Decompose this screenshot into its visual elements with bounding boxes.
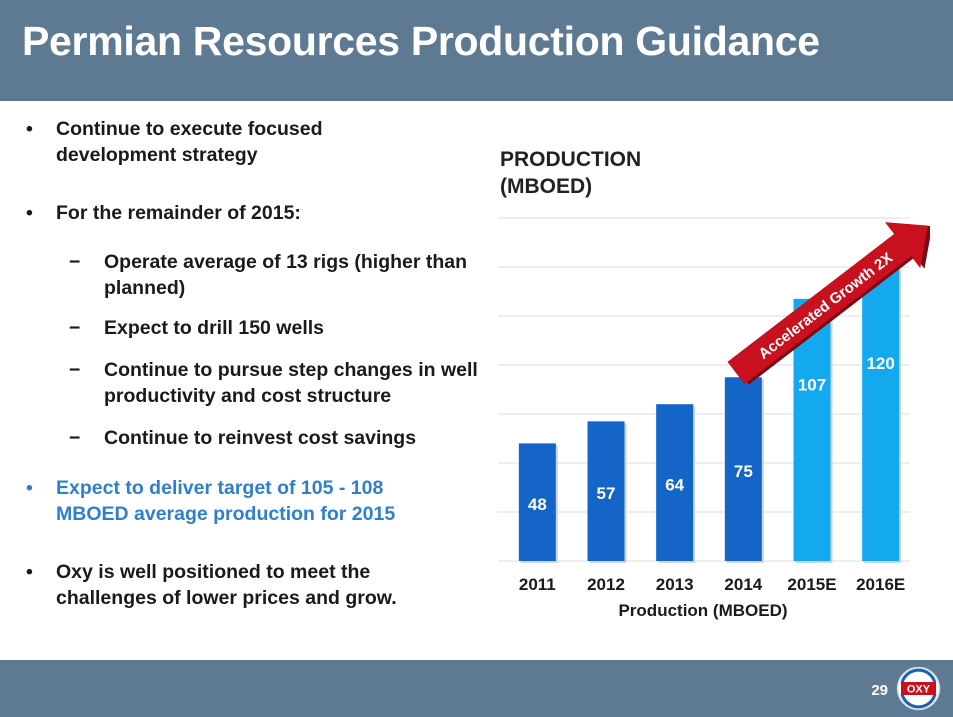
bullet-text: For the remainder of 2015:: [56, 202, 301, 224]
bar-value-label: 107: [798, 376, 826, 395]
bullet-marker: •: [26, 118, 33, 140]
sub-bullet-item: − Continue to pursue step changes in wel…: [22, 357, 479, 409]
bullet-marker: •: [26, 477, 33, 499]
bar-value-label: 57: [597, 484, 616, 503]
x-axis-label: Production (MBOED): [618, 601, 787, 620]
dash-marker: −: [69, 427, 81, 449]
page-number: 29: [871, 682, 888, 699]
x-tick-label: 2016E: [856, 575, 905, 594]
chart-title-line2: (MBOED): [500, 175, 593, 198]
bar-value-label: 120: [866, 354, 894, 373]
bar: [518, 443, 556, 561]
bullet-text: Continue to reinvest cost savings: [104, 427, 417, 449]
x-tick-label: 2014: [724, 575, 762, 594]
bullet-list: • Continue to execute focused developmen…: [22, 116, 482, 611]
bullet-text: Expect to deliver target of 105 - 108 MB…: [56, 477, 396, 525]
bullet-item: • Oxy is well positioned to meet the cha…: [22, 559, 466, 611]
bar: [587, 421, 625, 561]
bar-value-label: 64: [665, 476, 684, 495]
growth-arrow-body: [727, 222, 928, 385]
footer-bar: 29 OXY: [0, 660, 953, 717]
bullet-marker: •: [26, 202, 33, 224]
dash-marker: −: [69, 359, 81, 381]
bullet-item: • Continue to execute focused developmen…: [22, 116, 356, 168]
x-tick-label: 2011: [519, 575, 556, 594]
sub-bullet-item: − Continue to reinvest cost savings: [22, 425, 482, 451]
sub-bullet-item: − Expect to drill 150 wells: [22, 315, 482, 341]
header-bar: Permian Resources Production Guidance: [0, 0, 953, 101]
slide-title: Permian Resources Production Guidance: [22, 18, 820, 64]
bar: [862, 267, 900, 561]
chart-title-line1: PRODUCTION: [500, 148, 642, 171]
bullet-marker: •: [26, 561, 33, 583]
dash-marker: −: [69, 317, 81, 339]
bar-value-label: 48: [528, 495, 547, 514]
bullet-item: • For the remainder of 2015:: [22, 200, 482, 226]
bullet-text: Oxy is well positioned to meet the chall…: [56, 561, 397, 609]
logo-text: OXY: [907, 684, 931, 696]
bar: [656, 404, 694, 561]
highlight-bullet-item: • Expect to deliver target of 105 - 108 …: [22, 475, 441, 527]
bullet-text: Continue to pursue step changes in well …: [104, 359, 478, 407]
x-tick-label: 2013: [656, 575, 694, 594]
oxy-logo: OXY: [896, 666, 941, 711]
production-bar-chart: 48 2011 57 2012 64 2013 75 2014 107 2015E 120 2016E…: [498, 217, 930, 620]
bar-value-label: 75: [734, 462, 753, 481]
x-tick-label: 2015E: [787, 575, 836, 594]
chart-title: PRODUCTION (MBOED): [500, 146, 641, 200]
sub-bullet-item: − Operate average of 13 rigs (higher tha…: [22, 249, 479, 301]
bar: [724, 377, 762, 561]
bullet-text: Expect to drill 150 wells: [104, 317, 325, 339]
dash-marker: −: [69, 251, 81, 273]
bullet-text: Continue to execute focused development …: [56, 118, 323, 166]
bullet-text: Operate average of 13 rigs (higher than …: [104, 251, 468, 299]
x-tick-label: 2012: [587, 575, 625, 594]
